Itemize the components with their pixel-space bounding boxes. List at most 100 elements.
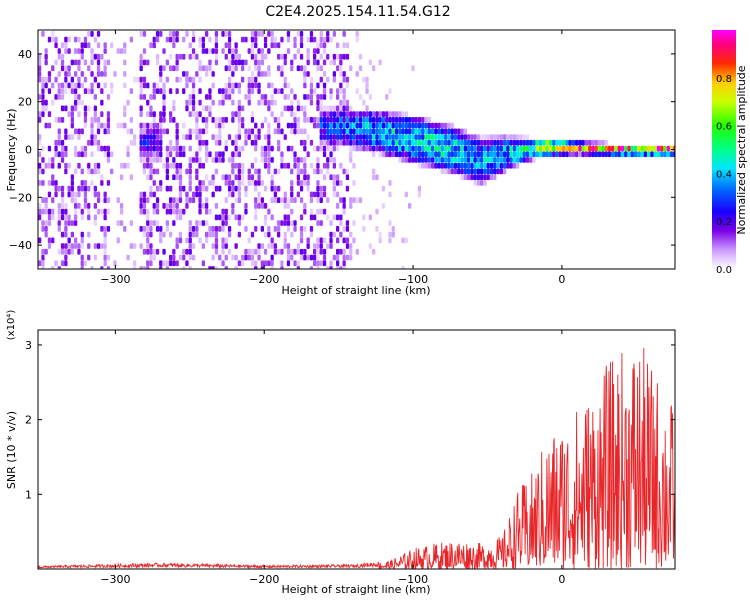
heatmap-cell — [185, 31, 189, 37]
heatmap-cell — [296, 65, 300, 72]
heatmap-cell — [394, 111, 399, 117]
heatmap-cell — [159, 76, 163, 83]
heatmap-cell — [270, 42, 274, 49]
heatmap-cell — [594, 139, 598, 146]
heatmap-cell — [188, 134, 192, 140]
heatmap-cell — [342, 31, 346, 37]
heatmap-cell — [270, 111, 274, 117]
heatmap-cell — [290, 254, 294, 261]
heatmap-cell — [254, 31, 258, 37]
heatmap-cell — [70, 220, 74, 226]
heatmap-cell — [355, 36, 359, 43]
heatmap-cell — [385, 139, 389, 146]
heatmap-cell — [421, 145, 425, 152]
heatmap-cell — [83, 197, 88, 203]
heatmap-cell — [139, 105, 143, 112]
heatmap-cell — [188, 174, 192, 181]
heatmap-cell — [208, 226, 212, 232]
heatmap-cell — [155, 168, 160, 175]
heatmap-cell — [368, 59, 372, 66]
heatmap-cell — [152, 168, 156, 175]
heatmap-cell — [486, 162, 490, 169]
heatmap-cell — [60, 248, 65, 255]
heatmap-cell — [614, 151, 618, 158]
heatmap-cell — [362, 139, 366, 146]
heatmap-cell — [532, 145, 536, 152]
heatmap-cell — [103, 59, 107, 66]
heatmap-cell — [299, 214, 304, 221]
heatmap-cell — [430, 157, 435, 163]
heatmap-cell — [476, 168, 481, 175]
heatmap-cell — [162, 248, 166, 255]
heatmap-cell — [529, 145, 533, 152]
heatmap-cell — [539, 151, 543, 158]
heatmap-cell — [67, 243, 71, 249]
heatmap-cell — [375, 174, 379, 181]
spectrogram-x-ticks: −300 −200 −100 0 — [100, 30, 565, 286]
heatmap-cell — [290, 168, 294, 175]
heatmap-cell — [460, 157, 464, 163]
heatmap-cell — [165, 266, 169, 269]
heatmap-cell — [87, 254, 91, 261]
heatmap-cell — [270, 197, 274, 203]
heatmap-cell — [277, 53, 281, 60]
heatmap-cell — [234, 162, 238, 169]
heatmap-cell — [169, 139, 173, 146]
heatmap-cell — [47, 36, 52, 43]
heatmap-cell — [96, 31, 101, 37]
heatmap-cell — [293, 53, 297, 60]
heatmap-cell — [358, 197, 363, 203]
heatmap-cell — [326, 122, 330, 129]
heatmap-cell — [444, 139, 448, 146]
heatmap-cell — [378, 117, 382, 123]
heatmap-cell — [286, 226, 291, 232]
heatmap-cell — [247, 128, 251, 135]
heatmap-cell — [51, 237, 55, 244]
heatmap-cell — [54, 42, 58, 49]
colorbar-gradient — [712, 30, 736, 269]
heatmap-cell — [80, 266, 84, 269]
heatmap-cell — [41, 248, 45, 255]
heatmap-cell — [175, 139, 179, 146]
heatmap-cell — [290, 59, 294, 66]
heatmap-cell — [227, 248, 232, 255]
heatmap-cell — [106, 157, 111, 163]
heatmap-cell — [270, 180, 274, 186]
heatmap-cell — [205, 237, 209, 244]
heatmap-cell — [303, 128, 307, 135]
heatmap-cell — [529, 157, 533, 163]
heatmap-cell — [519, 151, 523, 158]
heatmap-cell — [290, 65, 294, 72]
heatmap-cell — [319, 248, 323, 255]
heatmap-cell — [486, 157, 490, 163]
heatmap-cell — [185, 197, 189, 203]
heatmap-cell — [296, 157, 300, 163]
heatmap-cell — [149, 122, 153, 129]
heatmap-cell — [218, 185, 222, 192]
spectrogram-x-tick-label: 0 — [558, 273, 565, 286]
heatmap-cell — [96, 208, 101, 215]
heatmap-cell — [529, 151, 533, 158]
heatmap-cell — [205, 122, 209, 129]
heatmap-cell — [182, 266, 186, 269]
heatmap-cell — [146, 151, 150, 158]
heatmap-cell — [309, 117, 314, 123]
heatmap-cell — [303, 248, 307, 255]
heatmap-cell — [70, 105, 74, 112]
heatmap-cell — [286, 220, 291, 226]
heatmap-cell — [83, 191, 88, 198]
heatmap-cell — [267, 65, 271, 72]
heatmap-cell — [319, 197, 323, 203]
heatmap-cell — [322, 237, 327, 244]
heatmap-cell — [227, 94, 232, 100]
heatmap-cell — [214, 203, 219, 209]
heatmap-cell — [74, 105, 78, 112]
heatmap-cell — [260, 71, 264, 77]
heatmap-cell — [332, 122, 336, 129]
heatmap-cell — [309, 208, 314, 215]
heatmap-cell — [175, 53, 179, 60]
heatmap-cell — [342, 105, 346, 112]
heatmap-cell — [329, 231, 333, 238]
heatmap-cell — [142, 76, 147, 83]
heatmap-cell — [260, 260, 264, 267]
